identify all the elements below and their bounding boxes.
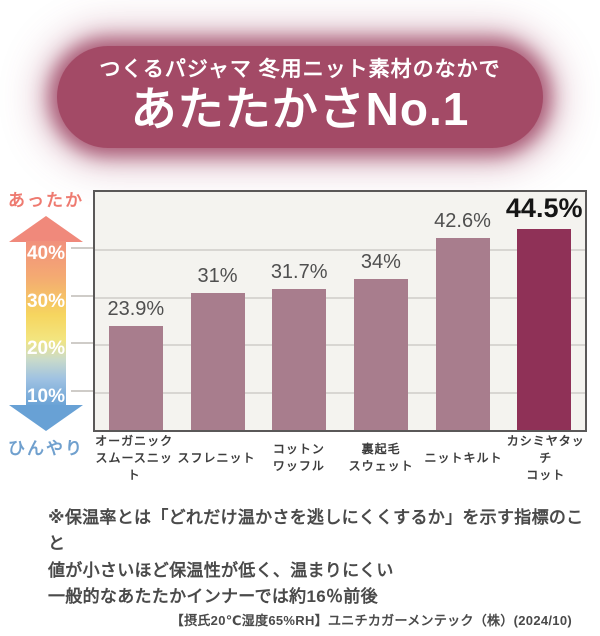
warm-arrow-up-icon [9,216,83,242]
tick-mark [71,389,93,392]
footnote-line: 値が小さいほど保温性が低く、温まりにくい [48,560,394,580]
bar-slot: 34% [340,192,422,430]
category-label-line: 裏起毛 [361,442,401,457]
category-label: オーガニックスムースニット [93,433,175,483]
axis-tick-marks [71,190,93,428]
bar-value-label: 34% [360,250,401,273]
gridline [95,249,585,251]
category-label: 裏起毛 スウェット [340,441,422,475]
category-label-line: コットン [272,442,325,457]
tick-mark [71,294,93,297]
banner-subtitle: つくるパジャマ 冬用ニット素材のなかで [99,58,501,81]
category-label-line: ワッフル [272,459,325,474]
footnote-line: 一般的なあたたかインナーでは約16％前後 [48,587,378,607]
footnote: ※保温率とは「どれだけ温かさを逃しにくくするか」を示す指標のこと 値が小さいほど… [48,505,600,610]
category-label-line: カシミヤタッチ [506,434,585,465]
axis-tick-label: 20% [26,338,66,359]
bar-value-label: 44.5% [505,192,583,223]
category-label-line: コット [526,467,566,482]
temperature-gradient-shaft [26,241,66,405]
gridline [95,296,585,299]
bar [108,326,163,430]
axis-tick-label: 40% [26,243,66,264]
bar-slot: 23.9% [95,192,177,430]
axis-warm-label: あったか [8,191,84,210]
tick-mark [71,342,93,344]
bar [190,292,245,430]
tick-mark [71,247,93,249]
category-label: カシミヤタッチコット [505,433,587,483]
bar-value-label: 31.7% [270,261,328,284]
gridline [95,391,585,394]
category-label: スフレニット [175,450,257,467]
bar-slot: 44.5% [503,192,585,430]
axis-tick-labels: 40% 30% 20% 10% [8,216,84,430]
category-label-line: オーガニック [95,434,174,448]
gridline [95,344,585,346]
category-label-line: スウェット [348,459,414,474]
bar-slot: 31% [177,192,259,430]
axis-tick-label: 30% [26,290,66,312]
bar-slot: 42.6% [422,192,504,430]
bar-value-label: 23.9% [107,298,165,321]
chart-plot: 23.9% 31% 31.7% 34% 42.6% 44.5% [93,190,587,432]
bar-value-label: 31% [197,264,238,287]
bar [353,278,408,430]
bars: 23.9% 31% 31.7% 34% 42.6% 44.5% [95,192,585,430]
banner-title: あたたかさNo.1 [130,83,470,136]
bar [435,237,490,430]
bar-value-label: 42.6% [434,209,491,232]
category-label: ニットキルト [422,450,504,467]
bar-slot: 31.7% [258,192,340,430]
cool-arrow-down-icon [9,405,83,431]
axis-tick-label: 10% [26,385,66,407]
title-banner: つくるパジャマ 冬用ニット素材のなかで あたたかさNo.1 [57,46,543,148]
category-label: コットン ワッフル [258,441,340,475]
bar [272,289,327,430]
bar [517,228,572,430]
category-label-line: スフレニット [177,450,256,465]
source-note: 【摂氏20℃湿度65%RH】ユニチカガーメンテック（株）(2024/10) [170,613,572,628]
category-label-line: スムースニット [95,450,173,482]
footnote-line: ※保温率とは「どれだけ温かさを逃しにくくするか」を示す指標のこと [48,508,584,554]
category-label-line: ニットキルト [424,450,503,465]
category-labels: オーガニック スムースニット スフレニット コットン ワッフル 裏起毛 スウェット ニットキル… [93,433,587,483]
axis-cool-label: ひんやり [8,439,84,458]
